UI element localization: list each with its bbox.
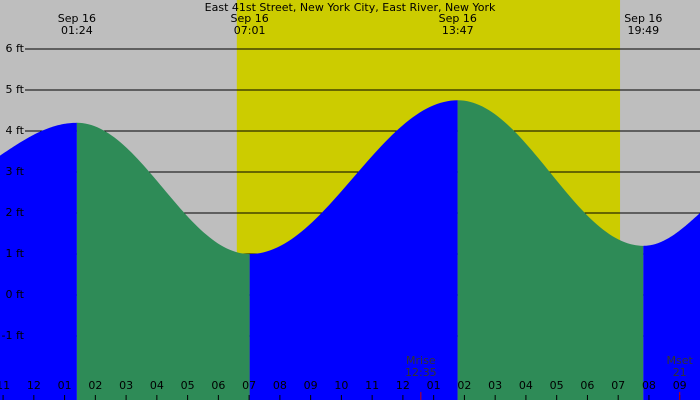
extreme-time: 19:49 [627,24,659,37]
x-tick-label: 07 [242,379,256,392]
x-tick-label: 08 [642,379,656,392]
falling-tide [457,100,644,400]
x-tick-label: 09 [673,379,687,392]
y-tick-label: 2 ft [6,206,25,219]
x-tick-label: 08 [273,379,287,392]
moon-label: Mset [667,354,694,367]
extreme-time: 07:01 [234,24,266,37]
x-tick-label: 01 [427,379,441,392]
x-tick-label: 07 [611,379,625,392]
falling-tide [76,122,250,400]
rising-tide [249,100,458,400]
y-tick-label: -1 ft [2,329,25,342]
extreme-time: 01:24 [61,24,93,37]
y-tick-label: 3 ft [6,165,25,178]
x-tick-label: 03 [488,379,502,392]
chart-title: East 41st Street, New York City, East Ri… [205,1,496,14]
y-tick-label: 4 ft [6,124,25,137]
moon-label: Mrise [406,354,436,367]
x-tick-label: 06 [580,379,594,392]
x-tick-label: 11 [0,379,10,392]
rising-tide [643,213,700,400]
x-tick-label: 09 [304,379,318,392]
moon-time: 12:35 [405,366,437,379]
x-tick-label: 01 [58,379,72,392]
x-tick-label: 03 [119,379,133,392]
x-tick-label: 05 [550,379,564,392]
extreme-date: Sep 16 [231,12,269,25]
y-tick-label: 5 ft [6,83,25,96]
extreme-date: Sep 16 [624,12,662,25]
x-tick-label: 12 [27,379,41,392]
extreme-date: Sep 16 [58,12,96,25]
y-tick-label: 1 ft [6,247,25,260]
moon-time: 21 [673,366,687,379]
rising-tide [0,122,77,400]
x-tick-label: 11 [365,379,379,392]
x-tick-label: 04 [150,379,164,392]
x-tick-label: 04 [519,379,533,392]
x-tick-label: 02 [88,379,102,392]
y-tick-label: 6 ft [6,42,25,55]
x-tick-label: 05 [181,379,195,392]
x-tick-label: 06 [211,379,225,392]
x-tick-label: 10 [334,379,348,392]
extreme-time: 13:47 [442,24,474,37]
extreme-date: Sep 16 [439,12,477,25]
x-tick-label: 02 [457,379,471,392]
x-tick-label: 12 [396,379,410,392]
y-tick-label: 0 ft [6,288,25,301]
